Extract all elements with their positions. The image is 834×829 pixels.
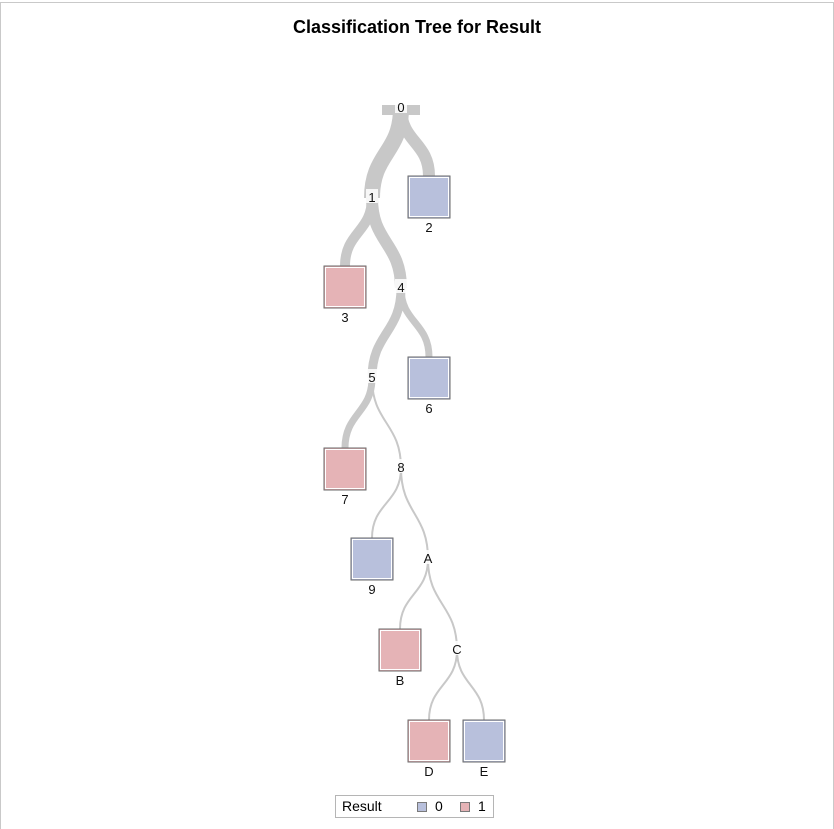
leaf-label-D: D xyxy=(424,764,433,779)
split-node-4: 4 xyxy=(397,280,404,295)
leaf-node-D: D xyxy=(407,719,451,779)
leaf-box-highlight-E xyxy=(464,721,504,761)
leaf-node-6: 6 xyxy=(407,356,451,416)
legend-title: Result xyxy=(342,798,382,814)
classification-tree: 0 1 4 5 8 A C 2 3 6 7 9 B D E xyxy=(323,99,506,779)
leaf-label-3: 3 xyxy=(341,310,348,325)
legend-swatch-0 xyxy=(417,802,427,812)
leaf-label-9: 9 xyxy=(368,582,375,597)
branch-A-B xyxy=(399,558,429,630)
split-node-C: C xyxy=(452,642,461,657)
split-bg-4 xyxy=(395,279,407,293)
leaf-box-highlight-2 xyxy=(409,177,449,217)
leaf-box-2 xyxy=(407,175,451,219)
branch-8-9 xyxy=(371,467,402,539)
leaf-node-2: 2 xyxy=(407,175,451,235)
split-node-A: A xyxy=(424,551,433,566)
legend-label-1: 1 xyxy=(478,798,486,814)
split-bg-A xyxy=(422,550,434,564)
leaf-box-6 xyxy=(407,356,451,400)
leaf-node-7: 7 xyxy=(323,447,367,507)
branch-1-4 xyxy=(366,197,407,289)
leaf-box-highlight-D xyxy=(409,721,449,761)
branch-C-D xyxy=(428,649,458,721)
branch-5-8 xyxy=(371,377,402,469)
leaf-node-E: E xyxy=(462,719,506,779)
split-node-0: 0 xyxy=(397,100,404,115)
leaf-label-6: 6 xyxy=(425,401,432,416)
leaf-box-highlight-6 xyxy=(409,358,449,398)
split-bg-5 xyxy=(366,369,378,383)
leaf-node-3: 3 xyxy=(323,265,367,325)
split-node-8: 8 xyxy=(397,460,404,475)
split-bg-C xyxy=(451,641,463,655)
branch-8-A xyxy=(400,467,429,560)
chart-title: Classification Tree for Result xyxy=(292,17,542,37)
legend-label-0: 0 xyxy=(435,798,443,814)
leaf-box-highlight-9 xyxy=(352,539,392,579)
split-bg-8 xyxy=(395,459,407,473)
leaf-node-9: 9 xyxy=(350,537,394,597)
split-bg-0 xyxy=(395,99,407,113)
legend-swatch-1 xyxy=(460,802,470,812)
branch-4-5 xyxy=(367,287,406,379)
leaf-label-7: 7 xyxy=(341,492,348,507)
leaf-box-3 xyxy=(323,265,367,309)
leaf-box-highlight-3 xyxy=(325,267,365,307)
branch-4-6 xyxy=(397,287,433,358)
branch-C-E xyxy=(456,649,485,721)
node-layer: 0 1 4 5 8 A C 2 3 6 7 9 B D E xyxy=(323,99,506,779)
split-bg-1 xyxy=(366,189,378,203)
leaf-box-9 xyxy=(350,537,394,581)
branch-5-7 xyxy=(341,377,376,449)
branch-A-C xyxy=(427,558,458,651)
branch-layer xyxy=(340,105,485,721)
leaf-label-B: B xyxy=(396,673,405,688)
leaf-box-E xyxy=(462,719,506,763)
leaf-node-B: B xyxy=(378,628,422,688)
leaf-box-D xyxy=(407,719,451,763)
leaf-box-B xyxy=(378,628,422,672)
split-node-1: 1 xyxy=(368,190,375,205)
split-node-5: 5 xyxy=(368,370,375,385)
leaf-box-highlight-7 xyxy=(325,449,365,489)
legend: Result 0 1 xyxy=(335,795,494,818)
leaf-box-7 xyxy=(323,447,367,491)
branch-1-3 xyxy=(340,197,377,267)
leaf-label-E: E xyxy=(480,764,489,779)
branch-0-2 xyxy=(395,107,435,177)
leaf-label-2: 2 xyxy=(425,220,432,235)
leaf-box-highlight-B xyxy=(380,630,420,670)
